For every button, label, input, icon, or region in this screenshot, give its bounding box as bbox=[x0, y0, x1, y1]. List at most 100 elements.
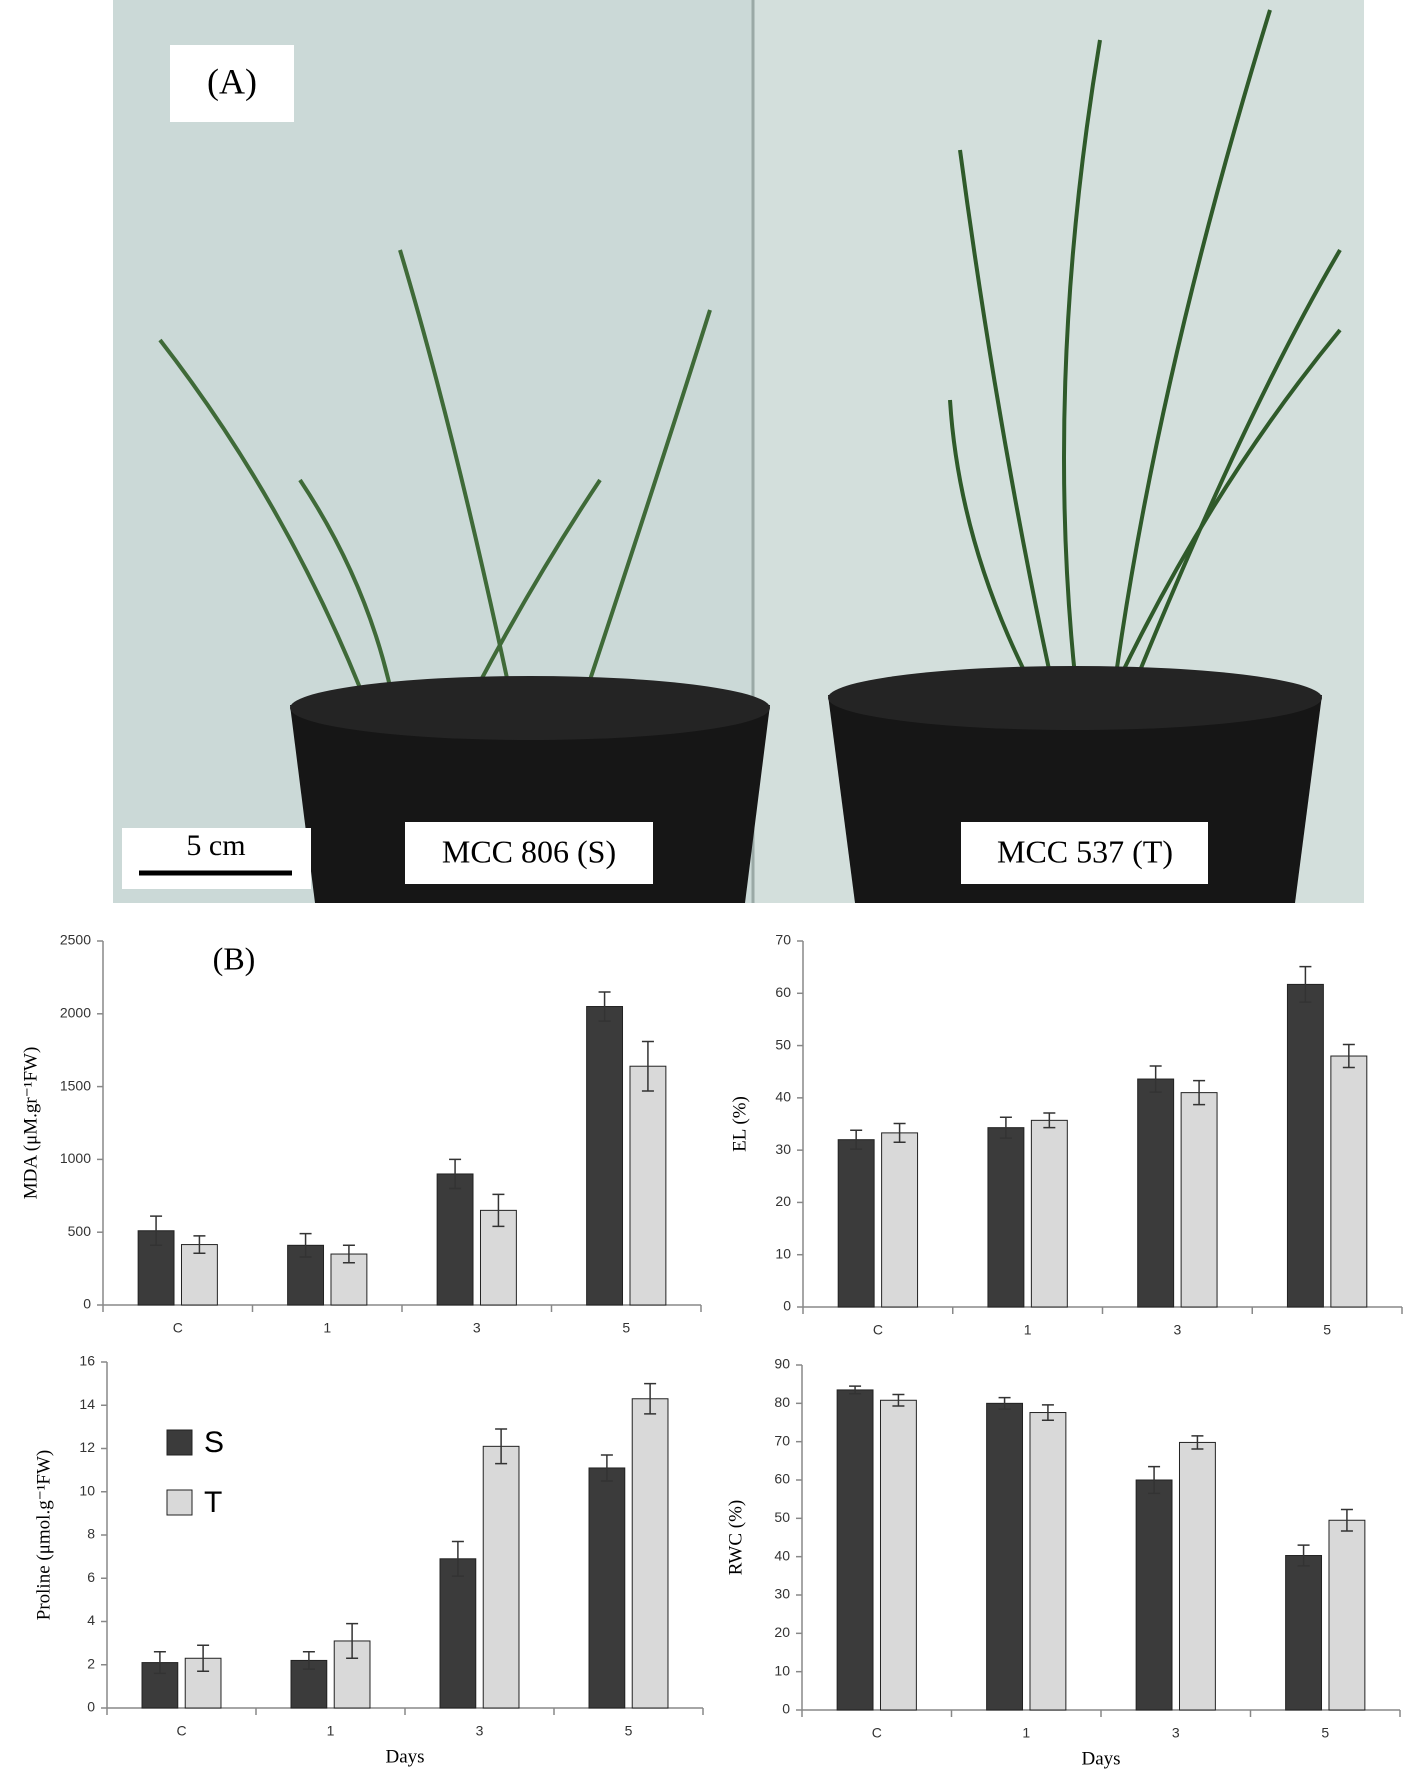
error-bar bbox=[492, 1193, 505, 1228]
legend-swatch bbox=[166, 1489, 193, 1516]
error-bar bbox=[892, 1393, 905, 1407]
bar bbox=[1285, 1555, 1323, 1711]
error-bar bbox=[1299, 965, 1312, 1003]
bar bbox=[1178, 1441, 1216, 1711]
error-bar bbox=[1043, 1112, 1056, 1129]
bar bbox=[1030, 1119, 1068, 1308]
error-bar bbox=[346, 1622, 359, 1660]
error-bar bbox=[197, 1644, 210, 1672]
y-tick-label: 50 bbox=[775, 1036, 791, 1052]
error-bar bbox=[641, 1040, 654, 1092]
error-bar bbox=[849, 1385, 862, 1395]
bar bbox=[836, 1389, 874, 1711]
y-tick-label: 20 bbox=[774, 1624, 790, 1640]
bar bbox=[881, 1132, 919, 1308]
error-bar bbox=[302, 1651, 315, 1670]
legend-label: S bbox=[204, 1426, 224, 1459]
bar bbox=[629, 1065, 667, 1306]
error-bar bbox=[850, 1129, 863, 1150]
bar bbox=[1328, 1519, 1366, 1711]
x-tick-label: 5 bbox=[622, 1320, 630, 1336]
y-tick-label: 80 bbox=[774, 1394, 790, 1410]
x-tick-label: 1 bbox=[327, 1723, 335, 1739]
x-tick-label: 5 bbox=[1323, 1322, 1331, 1338]
bar bbox=[1135, 1479, 1173, 1711]
bar bbox=[1137, 1078, 1175, 1308]
x-axis-label: Days bbox=[1081, 1748, 1120, 1769]
y-tick-label: 2 bbox=[87, 1655, 95, 1671]
bar bbox=[482, 1445, 520, 1709]
y-tick-label: 2500 bbox=[60, 932, 91, 948]
bar bbox=[436, 1173, 474, 1306]
x-tick-label: 1 bbox=[1024, 1322, 1032, 1338]
label-box bbox=[405, 822, 653, 884]
bar bbox=[987, 1127, 1025, 1308]
error-bar bbox=[1340, 1508, 1353, 1532]
y-tick-label: 10 bbox=[774, 1662, 790, 1678]
y-axis-label: Proline (μmol.g⁻¹FW) bbox=[33, 1450, 54, 1621]
bar bbox=[1180, 1092, 1218, 1308]
y-tick-label: 10 bbox=[79, 1482, 95, 1498]
x-tick-label: 5 bbox=[1321, 1725, 1329, 1741]
scale-box bbox=[122, 828, 311, 889]
error-bar bbox=[451, 1540, 464, 1577]
error-bar bbox=[495, 1428, 508, 1465]
y-tick-label: 90 bbox=[774, 1356, 790, 1372]
bar bbox=[837, 1139, 875, 1308]
y-tick-label: 0 bbox=[87, 1699, 95, 1715]
error-bar bbox=[1148, 1465, 1161, 1495]
y-axis-label: EL (%) bbox=[729, 1096, 750, 1152]
x-tick-label: 1 bbox=[1022, 1725, 1030, 1741]
bar bbox=[1330, 1055, 1368, 1308]
error-bar bbox=[644, 1382, 657, 1415]
y-tick-label: 6 bbox=[87, 1569, 95, 1585]
legend-label: T bbox=[204, 1486, 222, 1519]
error-bar bbox=[153, 1651, 166, 1675]
panel-label: (A) bbox=[207, 61, 257, 101]
bar bbox=[180, 1244, 218, 1306]
bar bbox=[879, 1399, 917, 1711]
error-bar bbox=[598, 991, 611, 1022]
x-tick-label: 5 bbox=[625, 1723, 633, 1739]
y-tick-label: 4 bbox=[87, 1612, 95, 1628]
y-tick-label: 20 bbox=[775, 1193, 791, 1209]
x-tick-label: 3 bbox=[1173, 1322, 1181, 1338]
scale-label: 5 cm bbox=[186, 829, 245, 862]
x-tick-label: 3 bbox=[473, 1320, 481, 1336]
y-tick-label: 60 bbox=[774, 1471, 790, 1487]
y-tick-label: 0 bbox=[783, 1298, 791, 1314]
x-tick-label: C bbox=[872, 1725, 882, 1741]
bar bbox=[439, 1558, 477, 1709]
bar bbox=[1286, 983, 1324, 1308]
x-tick-label: 3 bbox=[1172, 1725, 1180, 1741]
bar bbox=[588, 1467, 626, 1709]
pot-label: MCC 806 (S) bbox=[442, 833, 616, 869]
bar bbox=[330, 1253, 368, 1306]
y-tick-label: 14 bbox=[79, 1396, 95, 1412]
bar bbox=[586, 1006, 624, 1306]
photo-panel: (A) 5 cm MCC 806 (S) MCC 537 (T) bbox=[113, 0, 1364, 903]
y-tick-label: 30 bbox=[774, 1586, 790, 1602]
error-bar bbox=[1342, 1043, 1355, 1069]
y-tick-label: 1000 bbox=[60, 1150, 91, 1166]
plant-right bbox=[948, 9, 1342, 721]
panel-label: (B) bbox=[213, 940, 256, 976]
y-tick-label: 2000 bbox=[60, 1005, 91, 1021]
pot-right-rim bbox=[828, 666, 1322, 730]
error-bar bbox=[998, 1396, 1011, 1410]
error-bar bbox=[299, 1232, 312, 1258]
y-tick-label: 70 bbox=[774, 1432, 790, 1448]
y-tick-label: 30 bbox=[775, 1141, 791, 1157]
legend-swatch bbox=[166, 1429, 193, 1456]
error-bar bbox=[1297, 1544, 1310, 1567]
bar bbox=[986, 1402, 1024, 1711]
y-tick-label: 12 bbox=[79, 1439, 95, 1455]
error-bar bbox=[999, 1116, 1012, 1139]
bar bbox=[1029, 1412, 1067, 1711]
label-box bbox=[170, 45, 294, 122]
error-bar bbox=[342, 1244, 355, 1264]
y-axis-label: RWC (%) bbox=[725, 1500, 746, 1575]
pot-left-rim bbox=[290, 676, 770, 740]
x-axis-label: Days bbox=[385, 1746, 424, 1767]
error-bar bbox=[1149, 1065, 1162, 1093]
